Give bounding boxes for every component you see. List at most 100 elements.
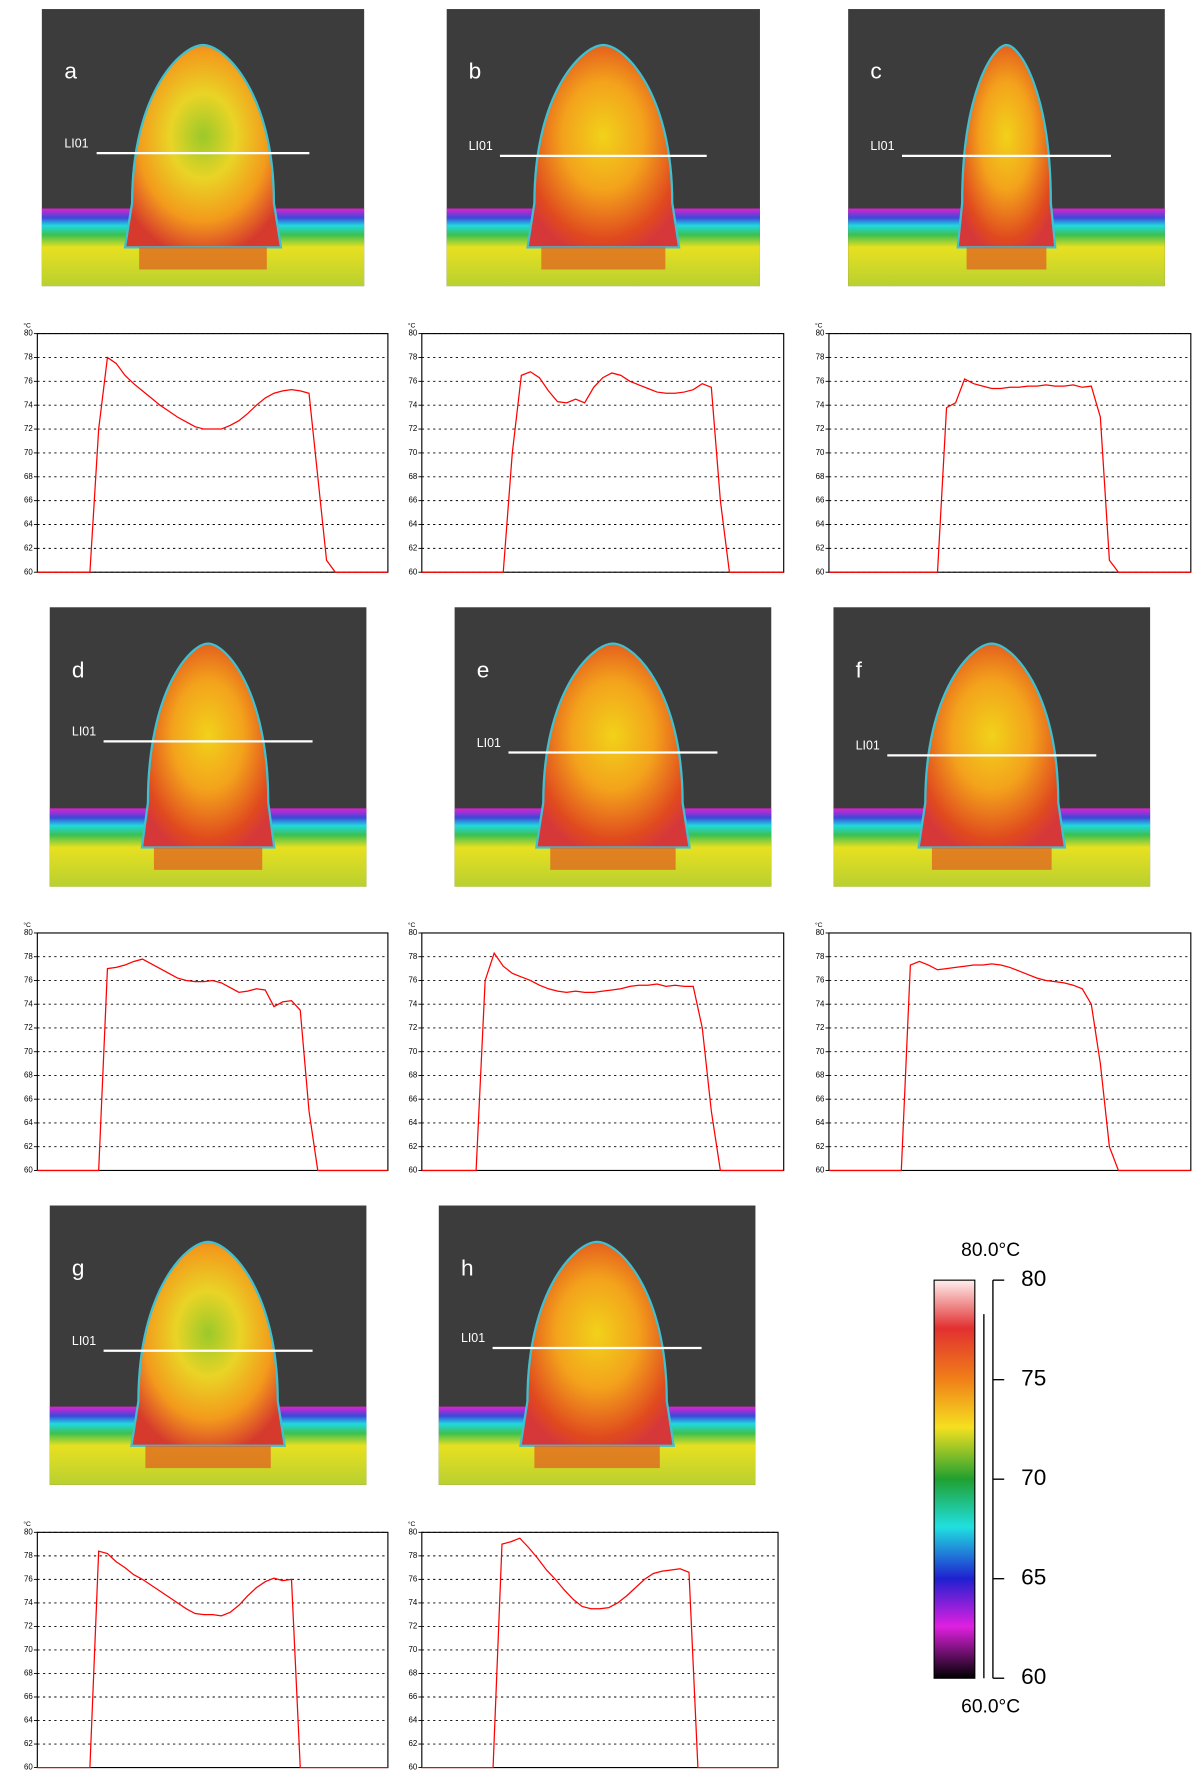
y-tick-label: 62 <box>24 543 33 552</box>
y-tick-label: 70 <box>816 448 825 457</box>
object-base <box>153 847 263 870</box>
y-tick-label: 60 <box>409 1166 418 1175</box>
temperature-profile <box>828 378 1191 573</box>
y-tick-label: 72 <box>24 1023 33 1032</box>
panel-label: h <box>461 1256 474 1281</box>
y-tick-label: 68 <box>409 1669 418 1678</box>
y-tick-label: 74 <box>24 400 33 409</box>
y-unit: °C <box>815 921 823 929</box>
y-tick-label: 78 <box>816 952 825 961</box>
y-tick-label: 66 <box>409 1094 418 1103</box>
y-tick-label: 64 <box>409 520 418 529</box>
colorbar-max-label: 80.0°C <box>961 1240 1020 1261</box>
y-tick-label: 80 <box>409 329 418 338</box>
y-tick-label: 72 <box>24 424 33 433</box>
thermal-image: LI01 f <box>833 607 1151 887</box>
y-tick-label: 78 <box>816 353 825 362</box>
y-tick-label: 72 <box>409 1023 418 1032</box>
y-unit: °C <box>408 1520 416 1528</box>
y-tick-label: 60 <box>816 1166 825 1175</box>
y-tick-label: 64 <box>409 1118 418 1127</box>
y-tick-label: 66 <box>24 496 33 505</box>
y-tick-label: 66 <box>816 1094 825 1103</box>
y-tick-label: 66 <box>409 1692 418 1701</box>
y-tick-label: 62 <box>409 1739 418 1748</box>
panel-label: a <box>64 59 77 84</box>
thermal-image: LI01 c <box>848 9 1165 287</box>
y-tick-label: 74 <box>409 999 418 1008</box>
y-tick-label: 60 <box>816 567 825 576</box>
y-tick-label: 60 <box>24 1763 33 1772</box>
y-tick-label: 70 <box>409 1645 418 1654</box>
y-tick-label: 80 <box>409 1527 418 1536</box>
plot-frame <box>421 1531 779 1769</box>
temperature-profile <box>37 356 388 573</box>
y-tick-label: 66 <box>24 1692 33 1701</box>
panel-label: c <box>870 59 881 84</box>
line-label: LI01 <box>72 725 96 739</box>
y-tick-label: 76 <box>409 1574 418 1583</box>
y-tick-label: 62 <box>24 1739 33 1748</box>
y-tick-label: 72 <box>409 1622 418 1631</box>
y-tick-label: 62 <box>24 1142 33 1151</box>
y-tick-label: 70 <box>409 448 418 457</box>
y-tick-label: 76 <box>816 376 825 385</box>
y-unit: °C <box>23 921 31 929</box>
line-label: LI01 <box>461 1331 485 1345</box>
y-tick-label: 74 <box>816 400 825 409</box>
y-unit: °C <box>23 1520 31 1528</box>
thermal-image: LI01 a <box>41 9 365 287</box>
panel-label: f <box>856 657 863 682</box>
temperature-profile <box>828 960 1191 1172</box>
y-tick-label: 80 <box>816 928 825 937</box>
y-tick-label: 74 <box>24 1598 33 1607</box>
thermal-image: LI01 g <box>49 1205 367 1485</box>
y-tick-label: 64 <box>816 1118 825 1127</box>
y-tick-label: 76 <box>409 376 418 385</box>
y-tick-label: 74 <box>816 999 825 1008</box>
y-tick-label: 64 <box>816 520 825 529</box>
y-tick-label: 78 <box>409 952 418 961</box>
y-tick-label: 66 <box>409 496 418 505</box>
y-tick-label: 60 <box>409 567 418 576</box>
y-tick-label: 74 <box>409 400 418 409</box>
temperature-profile <box>37 958 388 1172</box>
object-base <box>541 247 666 270</box>
colorbar-tick-label: 75 <box>1021 1366 1046 1391</box>
object-base <box>966 247 1047 270</box>
object-base <box>534 1445 660 1469</box>
object-base <box>550 847 676 870</box>
panel-label: e <box>477 657 490 682</box>
y-tick-label: 60 <box>409 1763 418 1772</box>
y-tick-label: 78 <box>24 952 33 961</box>
y-tick-label: 80 <box>24 928 33 937</box>
y-tick-label: 64 <box>24 1118 33 1127</box>
y-tick-label: 64 <box>24 520 33 529</box>
temperature-profile <box>421 951 784 1172</box>
panel-label: g <box>72 1256 85 1281</box>
y-tick-label: 72 <box>409 424 418 433</box>
y-tick-label: 78 <box>24 353 33 362</box>
y-tick-label: 62 <box>816 1142 825 1151</box>
colorbar <box>933 1279 976 1679</box>
y-tick-label: 62 <box>816 543 825 552</box>
line-label: LI01 <box>469 139 493 153</box>
y-tick-label: 76 <box>24 976 33 985</box>
object-base <box>931 847 1052 870</box>
y-tick-label: 78 <box>24 1551 33 1560</box>
panel-label: b <box>469 59 482 84</box>
y-tick-label: 76 <box>409 976 418 985</box>
y-tick-label: 64 <box>409 1716 418 1725</box>
line-label: LI01 <box>870 139 894 153</box>
y-tick-label: 68 <box>409 472 418 481</box>
y-tick-label: 70 <box>24 448 33 457</box>
y-tick-label: 68 <box>24 1071 33 1080</box>
y-tick-label: 72 <box>24 1622 33 1631</box>
colorbar-tick-label: 60 <box>1021 1664 1046 1689</box>
y-unit: °C <box>408 921 416 929</box>
colorbar-min-label: 60.0°C <box>961 1697 1020 1718</box>
y-tick-label: 72 <box>816 1023 825 1032</box>
y-tick-label: 68 <box>816 1071 825 1080</box>
y-tick-label: 80 <box>816 329 825 338</box>
y-tick-label: 62 <box>409 543 418 552</box>
